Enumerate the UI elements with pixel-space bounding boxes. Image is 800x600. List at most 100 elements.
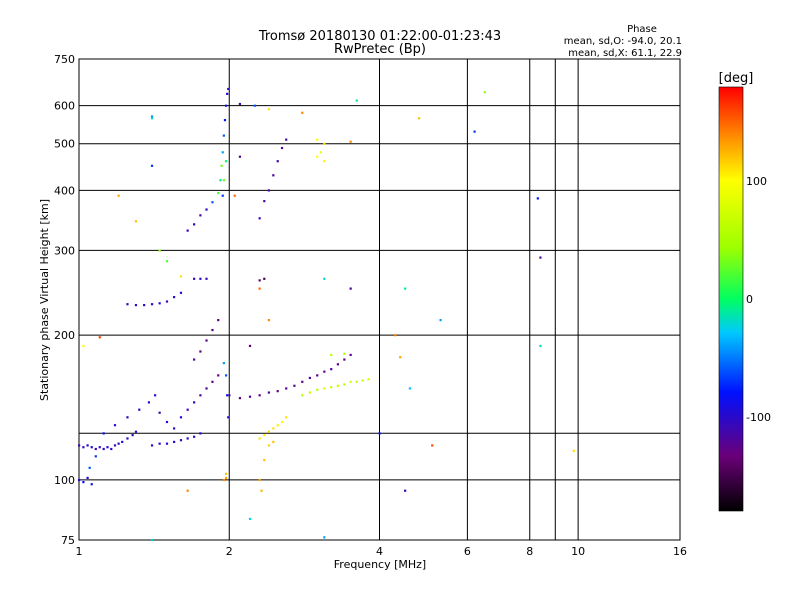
data-point [158, 411, 161, 414]
data-point [285, 416, 288, 419]
data-point [78, 444, 81, 447]
data-point [323, 370, 326, 373]
x-tick-label: 1 [76, 545, 83, 558]
data-point [86, 476, 89, 480]
y-axis-label: Stationary phase Virtual Height [km] [38, 199, 51, 401]
data-point [199, 394, 202, 397]
y-tick-label: 750 [54, 53, 75, 66]
data-point [150, 539, 154, 542]
data-point [223, 119, 227, 122]
data-point [82, 481, 85, 484]
data-point [113, 444, 117, 447]
data-point [219, 179, 222, 182]
data-point [221, 151, 224, 154]
data-point [211, 201, 214, 204]
x-tick-label: 4 [376, 545, 383, 558]
colorbar-tick-label: 100 [746, 175, 767, 188]
data-point [263, 433, 266, 437]
data-point [179, 291, 183, 294]
data-point [150, 444, 154, 447]
data-point [117, 442, 120, 445]
data-point [193, 277, 196, 280]
data-point [263, 277, 266, 280]
data-point [217, 319, 220, 322]
data-point [330, 386, 333, 389]
data-point [308, 376, 311, 380]
data-point [165, 442, 169, 445]
data-point [316, 155, 319, 158]
y-tick-label: 500 [54, 138, 75, 151]
data-point [272, 427, 275, 430]
data-point [253, 104, 256, 107]
data-point [126, 303, 129, 306]
data-point [404, 489, 407, 492]
data-point [186, 489, 189, 492]
data-point [349, 353, 352, 357]
plot-frame [78, 58, 681, 541]
data-point [82, 344, 85, 348]
data-point [330, 368, 333, 371]
data-point [220, 164, 223, 167]
stats-o-line: mean, sd,O: -94.0, 20.1 [564, 36, 682, 47]
data-point [260, 489, 263, 492]
data-point [134, 304, 138, 307]
x-tick-label: 2 [226, 545, 233, 558]
data-point [248, 344, 252, 348]
data-point [394, 334, 397, 337]
data-point [172, 296, 176, 299]
data-point [316, 388, 319, 391]
data-point [355, 99, 358, 102]
data-point [343, 358, 346, 361]
data-point [205, 387, 208, 390]
stats-x-line: mean, sd,X: 61.1, 22.9 [568, 48, 682, 59]
data-point [349, 140, 352, 143]
x-tick-label: 6 [464, 545, 471, 558]
x-axis-label: Frequency [MHz] [334, 558, 426, 571]
data-point [418, 117, 421, 120]
data-point [272, 174, 275, 177]
colorbar-tick-label: 0 [746, 293, 753, 306]
data-point [431, 444, 434, 447]
data-point [399, 356, 402, 359]
data-point [267, 319, 270, 322]
data-point [227, 416, 230, 419]
data-point [367, 378, 370, 381]
data-point [224, 374, 228, 377]
colorbar-tick-labels: 100 0 -100 [746, 175, 771, 424]
data-point [258, 437, 261, 440]
data-point [106, 446, 109, 449]
data-point [361, 379, 364, 382]
data-point [222, 179, 225, 182]
data-point [224, 476, 228, 480]
data-point [349, 380, 352, 383]
data-point [172, 427, 176, 430]
data-point [134, 430, 138, 433]
data-point [258, 287, 261, 290]
data-point [179, 275, 183, 278]
y-tick-labels: 75 100 200 300 400 500 600 750 [54, 53, 75, 547]
data-point [110, 447, 113, 451]
y-tick-label: 200 [54, 329, 75, 342]
data-point [82, 446, 85, 449]
data-point [343, 352, 346, 355]
data-point [222, 362, 225, 365]
data-point [172, 440, 176, 444]
data-point [276, 424, 279, 427]
data-point [404, 287, 407, 290]
data-point [205, 277, 208, 280]
data-point [258, 279, 261, 282]
data-point [248, 517, 252, 521]
data-point [205, 208, 208, 211]
y-tick-label: 100 [54, 474, 75, 487]
data-point [98, 446, 101, 449]
data-point [276, 160, 279, 163]
data-point [267, 444, 270, 447]
data-point [238, 397, 242, 400]
data-point [330, 353, 333, 357]
data-point [483, 91, 486, 94]
stats-heading: Phase [627, 24, 657, 35]
data-point [378, 432, 381, 435]
data-point [238, 155, 242, 158]
data-point [258, 394, 261, 397]
